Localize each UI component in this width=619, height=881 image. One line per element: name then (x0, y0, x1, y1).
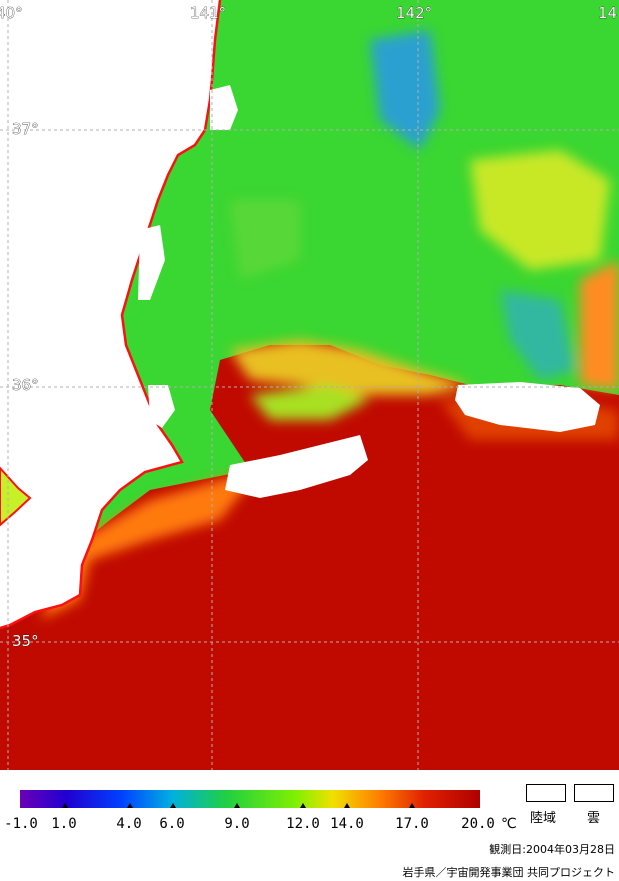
warm-filament (230, 340, 470, 395)
colorbar-tick-label: 17.0 (395, 816, 429, 832)
lon-label-141: 141° (190, 4, 226, 22)
lat-label-36: 36° (12, 376, 39, 394)
warm-eddy-yellow (470, 150, 610, 270)
coastline (0, 0, 222, 630)
cold-core-blue (370, 30, 440, 150)
cloud-1 (225, 435, 368, 498)
colorbar-gradient (20, 790, 480, 808)
cool-water-patch (230, 200, 300, 280)
cold-patch-teal (500, 290, 575, 380)
colorbar-tick-label: 1.0 (51, 816, 77, 832)
credit-line: 岩手県／宇宙開発事業団 共同プロジェクト (402, 866, 616, 879)
cloud-5 (148, 385, 175, 428)
colorbar-tick-label: 6.0 (159, 816, 185, 832)
lat-label-35: 35° (12, 632, 39, 650)
colorbar-tick-label: 14.0 (330, 816, 364, 832)
warm-eddy-orange (580, 260, 619, 390)
colorbar-tick-label: 9.0 (224, 816, 250, 832)
lon-label-140: 40° (0, 4, 23, 22)
lon-label-143: 14 (598, 4, 617, 22)
cloud-swatch (574, 784, 614, 802)
map-canvas: 40° 141° 142° 14 37° 36° 35° (0, 0, 619, 770)
sea-surface-temperature-map: 40° 141° 142° 14 37° 36° 35° (0, 0, 619, 770)
graticule (0, 0, 619, 770)
cloud-label: 雲 (587, 811, 601, 826)
colorbar-tick-label: 4.0 (116, 816, 142, 832)
temperature-colorbar (20, 790, 480, 808)
cloud-3 (138, 225, 165, 300)
land-swatch (526, 784, 566, 802)
warm-front-orange (40, 470, 260, 620)
observation-date: 観測日:2004年03月28日 (489, 843, 615, 856)
warm-filament-lime (250, 385, 370, 420)
legend-panel (0, 770, 619, 881)
cloud-4 (210, 85, 238, 130)
land-label: 陸域 (530, 811, 557, 826)
land-honshu (0, 0, 220, 628)
lat-label-37: 37° (12, 120, 39, 138)
lon-label-142: 142° (396, 4, 432, 22)
colorbar-tick-marks (62, 803, 415, 808)
colorbar-tick-label: 20.0 (461, 816, 495, 832)
colorbar-tick-label: -1.0 (4, 816, 38, 832)
cloud-2 (455, 382, 600, 432)
temperature-unit: ℃ (501, 816, 517, 832)
colorbar-tick-label: 12.0 (286, 816, 320, 832)
